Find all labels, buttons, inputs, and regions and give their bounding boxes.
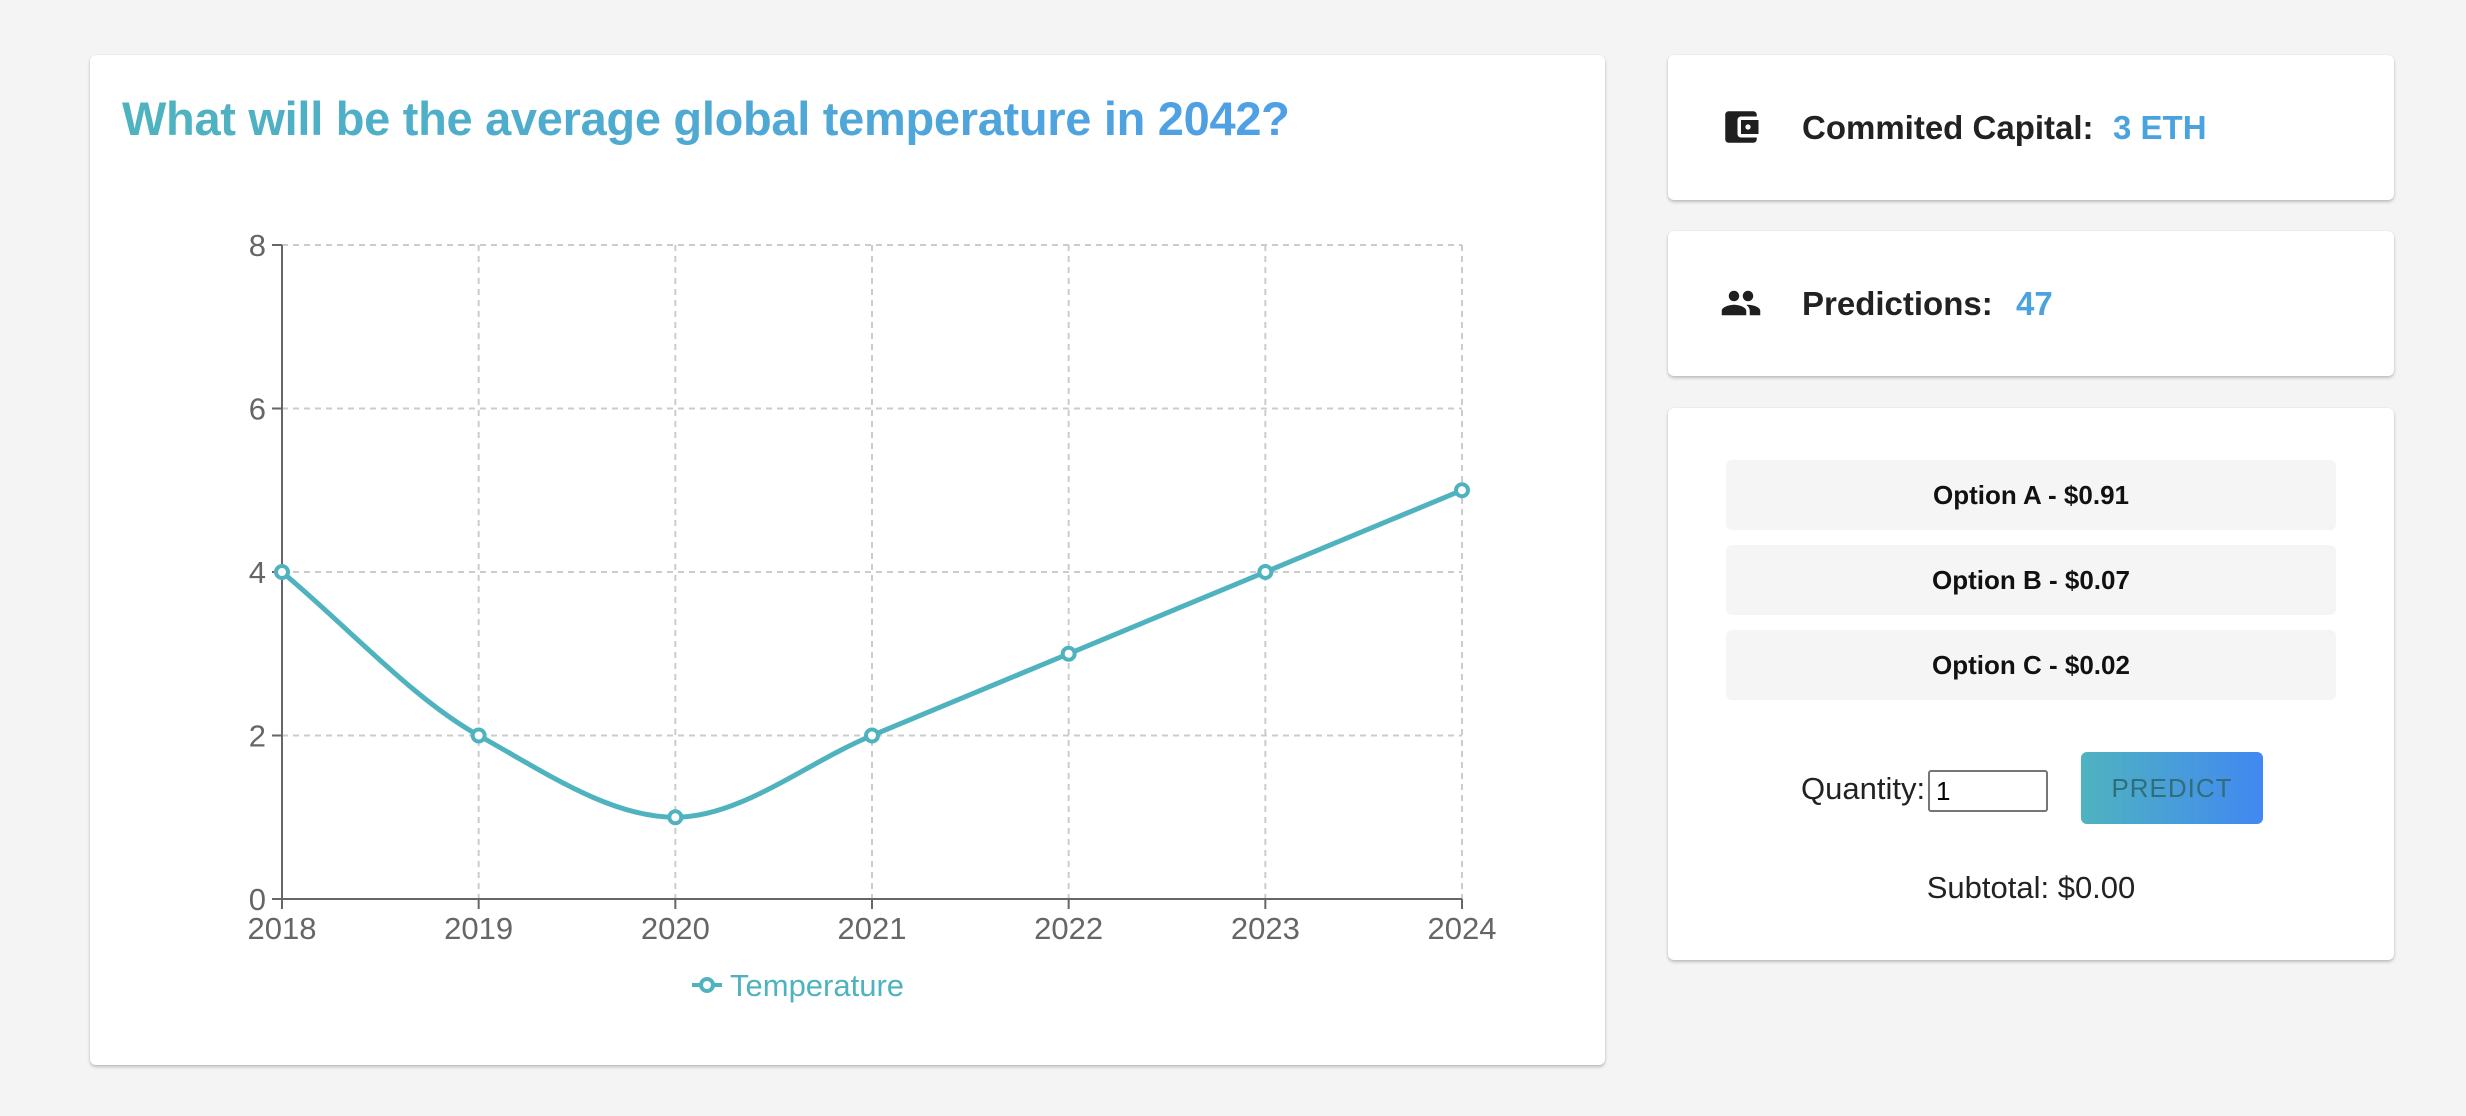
predictions-card: Predictions: 47 xyxy=(1668,231,2394,376)
legend-label: Temperature xyxy=(730,968,904,1003)
x-tick-label: 2024 xyxy=(1428,911,1497,946)
x-tick-label: 2023 xyxy=(1231,911,1300,946)
trade-card: Option A - $0.91 Option B - $0.07 Option… xyxy=(1668,408,2394,960)
predictions-value: 47 xyxy=(2016,285,2053,322)
predict-button[interactable]: PREDICT xyxy=(2081,752,2263,824)
data-point xyxy=(1060,645,1077,662)
predictions-label: Predictions: xyxy=(1802,285,1993,322)
option-c-button[interactable]: Option C - $0.02 xyxy=(1726,630,2336,700)
wallet-icon xyxy=(1725,111,1759,143)
data-point xyxy=(667,809,684,826)
y-tick-label: 4 xyxy=(249,555,266,590)
quantity-input[interactable] xyxy=(1928,770,2048,812)
y-tick-label: 6 xyxy=(249,392,266,427)
y-tick-label: 0 xyxy=(249,882,266,917)
people-icon xyxy=(1721,290,1761,316)
data-point xyxy=(274,564,290,580)
committed-capital-card: Commited Capital: 3 ETH xyxy=(1668,55,2394,200)
x-tick-label: 2018 xyxy=(248,911,317,946)
subtotal-text: Subtotal: $0.00 xyxy=(1926,870,2136,905)
option-b-button[interactable]: Option B - $0.07 xyxy=(1726,545,2336,615)
question-title: What will be the average global temperat… xyxy=(122,92,1290,145)
y-tick-label: 2 xyxy=(249,719,266,754)
chart-card: What will be the average global temperat… xyxy=(90,55,1605,1065)
quantity-label: Quantity: xyxy=(1801,771,1926,806)
data-point xyxy=(864,727,880,744)
data-point xyxy=(1454,482,1470,499)
x-tick-label: 2019 xyxy=(444,911,513,946)
x-tick-label: 2021 xyxy=(838,911,907,946)
committed-capital-value: 3 ETH xyxy=(2113,109,2207,146)
data-point xyxy=(470,727,487,744)
data-point xyxy=(1257,564,1274,580)
x-tick-label: 2020 xyxy=(641,911,710,946)
legend-marker xyxy=(699,977,715,993)
committed-capital-label: Commited Capital: xyxy=(1802,109,2094,146)
option-a-button[interactable]: Option A - $0.91 xyxy=(1726,460,2336,530)
x-tick-label: 2022 xyxy=(1034,911,1103,946)
temperature-chart: 0 2 4 6 8 2018 2019 2020 2021 2022 2023 2024 Tempera… xyxy=(248,228,1497,1003)
y-tick-label: 8 xyxy=(249,228,266,263)
